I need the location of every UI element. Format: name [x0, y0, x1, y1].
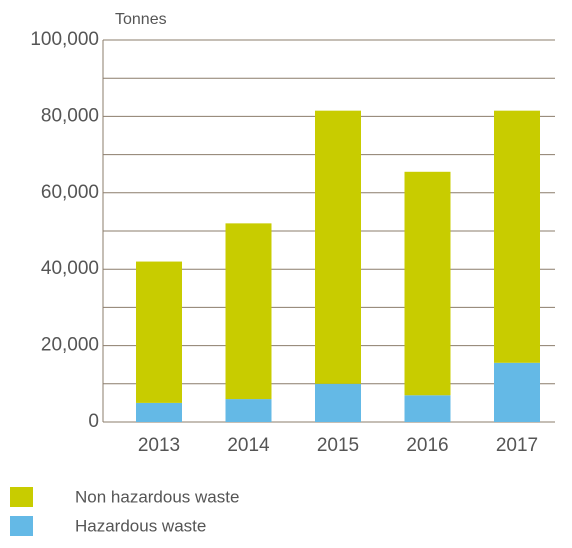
legend-swatch	[10, 487, 33, 507]
legend-label: Hazardous waste	[75, 516, 206, 535]
bar-segment	[136, 402, 182, 422]
bar-segment	[404, 395, 451, 422]
x-tick-label: 2017	[496, 435, 538, 456]
bar-segment	[404, 171, 451, 396]
x-tick-label: 2016	[406, 435, 448, 456]
y-tick-label: 40,000	[41, 258, 99, 279]
bar-segment	[315, 110, 361, 384]
x-tick-label: 2013	[138, 435, 180, 456]
bar-segment	[315, 383, 361, 422]
x-tick-label: 2014	[227, 435, 270, 456]
bar-segment	[494, 362, 540, 422]
y-tick-label: 100,000	[30, 29, 99, 50]
x-tick-label: 2015	[317, 435, 359, 456]
bar-segment	[494, 110, 540, 363]
bar-segment	[136, 261, 182, 403]
y-tick-label: 80,000	[41, 105, 99, 126]
bar-segment	[225, 223, 272, 400]
legend-label: Non hazardous waste	[75, 487, 239, 506]
legend-swatch	[10, 516, 33, 536]
y-tick-label: 0	[88, 411, 99, 432]
bar-segment	[225, 399, 272, 422]
y-tick-label: 60,000	[41, 182, 99, 203]
y-tick-label: 20,000	[41, 335, 99, 356]
y-axis-label: Tonnes	[115, 11, 167, 28]
